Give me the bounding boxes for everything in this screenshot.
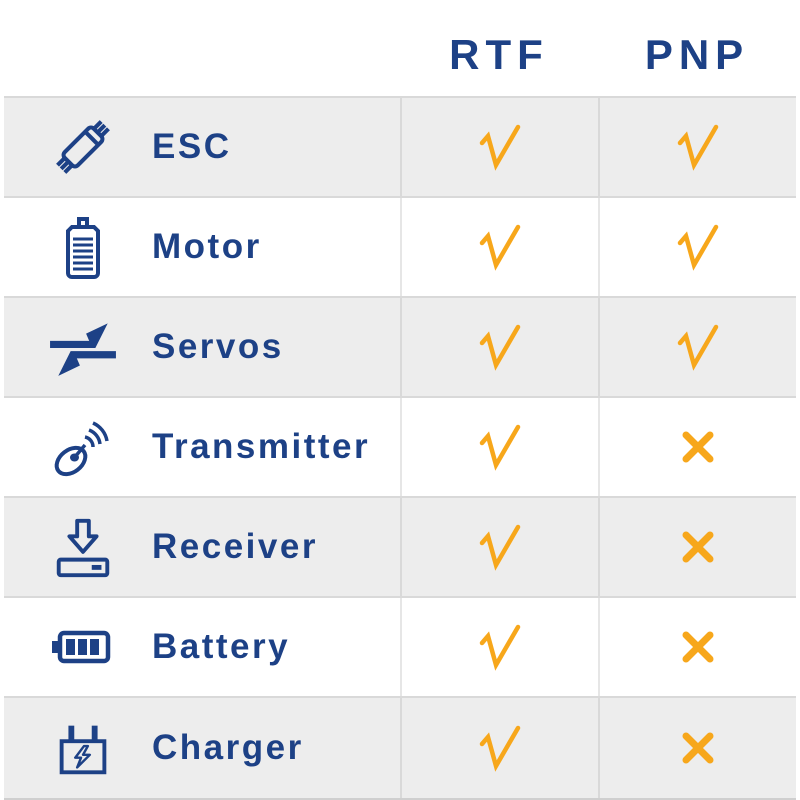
component-label: ESC: [152, 127, 232, 166]
pnp-mark-cell: [598, 198, 796, 296]
component-label: Charger: [152, 728, 304, 767]
pnp-mark-cell: [598, 98, 796, 196]
column-header-rtf: RTF: [449, 31, 549, 78]
check-icon: [479, 224, 521, 271]
table-row-battery: Battery: [4, 598, 796, 698]
motor-icon: [40, 211, 126, 283]
pnp-mark-cell: [598, 498, 796, 596]
charger-icon: [40, 714, 126, 782]
transmitter-icon: [40, 412, 126, 482]
component-label: Servos: [152, 327, 284, 366]
table-body: ESC: [4, 96, 796, 800]
cross-icon: [682, 732, 714, 764]
rtf-mark-cell: [400, 298, 598, 396]
component-label: Battery: [152, 627, 291, 666]
receiver-icon: [40, 513, 126, 581]
check-icon: [677, 324, 719, 371]
pnp-mark-cell: [598, 598, 796, 696]
cross-icon: [682, 531, 714, 563]
table-header: RTF PNP: [0, 0, 800, 96]
table-row-servos: Servos: [4, 298, 796, 398]
column-header-pnp: PNP: [644, 31, 750, 78]
component-label: Transmitter: [152, 427, 371, 466]
table-row-transmitter: Transmitter: [4, 398, 796, 498]
rtf-mark-cell: [400, 198, 598, 296]
servos-icon: [40, 316, 126, 378]
check-icon: [479, 424, 521, 471]
component-label: Receiver: [152, 527, 318, 566]
rtf-mark-cell: [400, 98, 598, 196]
rtf-mark-cell: [400, 398, 598, 496]
rtf-mark-cell: [400, 498, 598, 596]
pnp-mark-cell: [598, 398, 796, 496]
cross-icon: [682, 631, 714, 663]
table-row-receiver: Receiver: [4, 498, 796, 598]
rtf-mark-cell: [400, 598, 598, 696]
cross-icon: [682, 431, 714, 463]
pnp-mark-cell: [598, 298, 796, 396]
battery-icon: [40, 620, 126, 674]
check-icon: [677, 124, 719, 171]
pnp-mark-cell: [598, 698, 796, 798]
check-icon: [479, 624, 521, 671]
component-label: Motor: [152, 227, 262, 266]
check-icon: [479, 524, 521, 571]
table-row-charger: Charger: [4, 698, 796, 798]
table-row-motor: Motor: [4, 198, 796, 298]
check-icon: [677, 224, 719, 271]
rtf-mark-cell: [400, 698, 598, 798]
table-row-esc: ESC: [4, 98, 796, 198]
esc-icon: [40, 111, 126, 183]
check-icon: [479, 324, 521, 371]
check-icon: [479, 725, 521, 772]
check-icon: [479, 124, 521, 171]
